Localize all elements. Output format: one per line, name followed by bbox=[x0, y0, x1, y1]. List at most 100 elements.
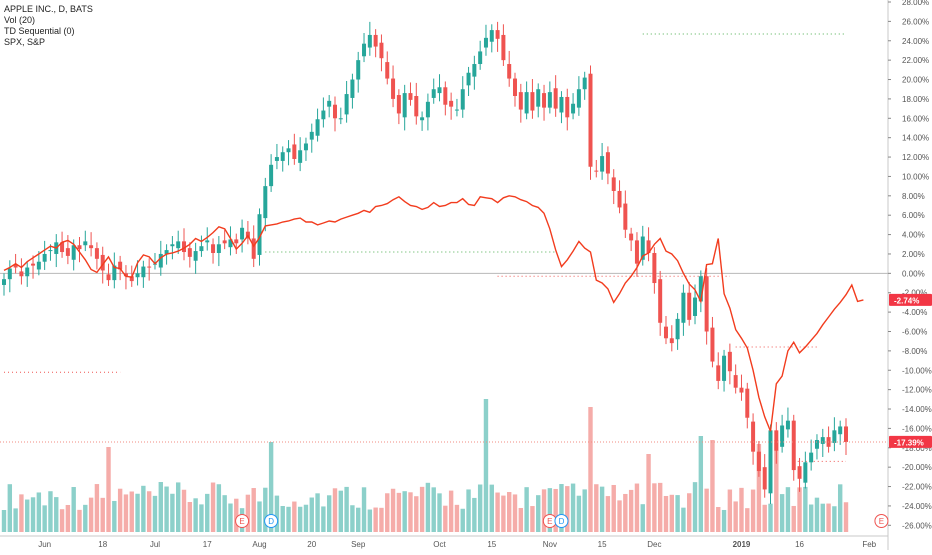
candle-body bbox=[472, 64, 477, 77]
volume-bar bbox=[605, 496, 611, 532]
candle-body bbox=[780, 425, 785, 447]
volume-bar bbox=[808, 504, 814, 532]
volume-bar bbox=[727, 489, 733, 532]
volume-bar bbox=[199, 504, 204, 532]
candle-body bbox=[309, 131, 314, 140]
candle-body bbox=[77, 245, 82, 250]
y-tick-label: 18.00% bbox=[902, 95, 929, 104]
candle-body bbox=[675, 318, 680, 340]
volume-bar bbox=[170, 493, 175, 532]
volume-bar bbox=[123, 494, 129, 532]
volume-bar bbox=[791, 505, 796, 532]
volume-bar bbox=[274, 495, 280, 532]
volume-bar bbox=[71, 487, 76, 532]
volume-bar bbox=[338, 490, 343, 532]
x-tick-label: 17 bbox=[203, 540, 212, 549]
volume-bar bbox=[100, 497, 105, 532]
volume-bar bbox=[164, 486, 169, 532]
candle-body bbox=[507, 64, 512, 79]
candle-body bbox=[466, 72, 471, 86]
volume-bar bbox=[344, 486, 349, 532]
volume-bar bbox=[402, 491, 407, 532]
candle-body bbox=[513, 78, 518, 97]
volume-bar bbox=[408, 492, 413, 532]
candle-body bbox=[199, 246, 204, 252]
y-tick-label: 20.00% bbox=[902, 76, 929, 85]
volume-bar bbox=[634, 483, 640, 532]
volume-bar bbox=[117, 488, 123, 532]
volume-bar bbox=[588, 407, 593, 532]
candle-body bbox=[396, 95, 401, 114]
volume-bar bbox=[553, 488, 558, 532]
volume-bar bbox=[286, 506, 291, 532]
x-tick-label: 15 bbox=[487, 540, 496, 549]
candle-body bbox=[687, 292, 692, 320]
volume-bar bbox=[541, 489, 547, 532]
x-tick-label: 18 bbox=[98, 540, 107, 549]
legend-td[interactable]: TD Sequential (0) bbox=[4, 26, 75, 36]
volume-bar bbox=[396, 492, 402, 532]
candle-body bbox=[640, 236, 645, 260]
candle-body bbox=[751, 421, 756, 452]
volume-bar bbox=[785, 487, 791, 532]
volume-bar bbox=[507, 492, 512, 532]
candle-body bbox=[135, 273, 140, 278]
candle-body bbox=[315, 119, 320, 136]
event-label: D bbox=[268, 517, 274, 526]
volume-bar bbox=[251, 488, 256, 532]
legend-compare[interactable]: SPX, S&P bbox=[4, 37, 46, 47]
dividend-icon bbox=[554, 514, 569, 528]
candle-body bbox=[94, 248, 99, 259]
volume-bar bbox=[489, 484, 494, 532]
candle-body bbox=[13, 264, 18, 268]
candle-body bbox=[187, 248, 192, 257]
candle-body bbox=[414, 96, 419, 117]
volume-bar bbox=[547, 488, 553, 532]
volume-bar bbox=[222, 495, 227, 532]
candle-body bbox=[344, 94, 349, 115]
volume-bar bbox=[59, 509, 65, 532]
volume-bar bbox=[390, 488, 396, 532]
volume-bar bbox=[501, 495, 506, 532]
volume-bar bbox=[460, 508, 465, 532]
candle-body bbox=[559, 96, 564, 113]
volume-bar bbox=[309, 497, 314, 532]
candle-body bbox=[350, 79, 355, 98]
volume-bar bbox=[25, 499, 30, 532]
volume-bar bbox=[721, 509, 727, 532]
volume-bar bbox=[112, 500, 117, 532]
volume-bar bbox=[234, 498, 239, 532]
candle-body bbox=[565, 96, 570, 118]
volume-bar bbox=[19, 494, 24, 532]
volume-bar bbox=[599, 486, 605, 532]
candle-body bbox=[768, 430, 773, 494]
candle-body bbox=[710, 327, 715, 362]
volume-bar bbox=[495, 492, 500, 532]
candle-body bbox=[600, 156, 605, 172]
candle-body bbox=[170, 244, 175, 247]
volume-bar bbox=[297, 506, 303, 532]
candle-body bbox=[536, 89, 541, 107]
candle-body bbox=[42, 253, 47, 262]
volume-bar bbox=[448, 490, 454, 532]
legend-volume[interactable]: Vol (20) bbox=[4, 15, 36, 25]
volume-bar bbox=[187, 502, 193, 532]
candle-body bbox=[298, 150, 303, 163]
y-tick-label: -18.00% bbox=[902, 444, 932, 453]
volume-bar bbox=[146, 491, 152, 532]
volume-bar bbox=[814, 497, 820, 532]
candle-body bbox=[518, 92, 523, 110]
volume-bar bbox=[559, 484, 564, 532]
candle-body bbox=[785, 420, 790, 430]
earnings-icon bbox=[235, 514, 250, 528]
candle-body bbox=[118, 261, 123, 270]
volume-bar bbox=[739, 487, 744, 532]
volume-bar bbox=[36, 492, 42, 532]
legend-symbol[interactable]: APPLE INC., D, BATS bbox=[4, 4, 93, 14]
candle-body bbox=[129, 276, 134, 282]
volume-bar bbox=[414, 496, 419, 532]
candle-body bbox=[553, 88, 558, 109]
candle-body bbox=[542, 93, 547, 108]
